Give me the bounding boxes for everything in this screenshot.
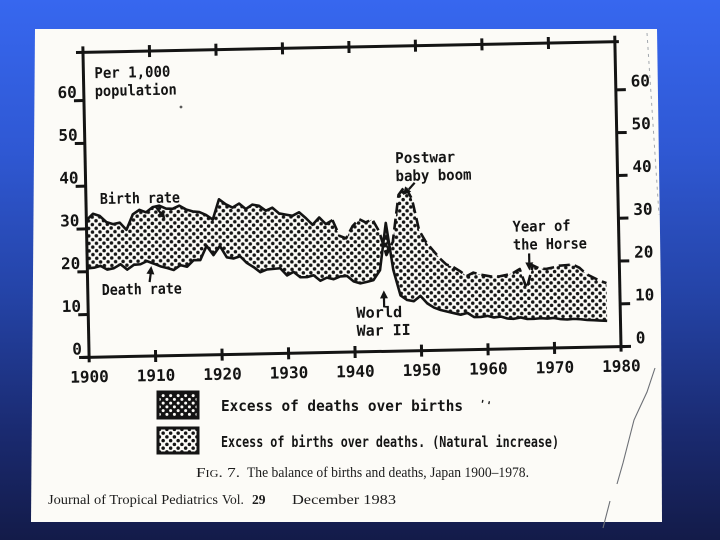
death-rate-arrowhead (146, 266, 155, 275)
x-tick-label: 1910 (137, 366, 176, 386)
y-tick-label-left: 50 (58, 125, 78, 144)
postwar-label-line1: Postwar (395, 148, 455, 167)
postwar-label-line2: baby boom (395, 166, 471, 186)
y-tick-label-left: 60 (57, 83, 77, 102)
chart: 1900 1910 1920 1930 1940 1950 1960 1970 1980 0 0 10… (57, 35, 655, 387)
y-tick-label-left: 20 (61, 254, 81, 273)
top-axis (75, 40, 619, 55)
y-tick-label-right: 0 (636, 328, 646, 347)
y-tick-label-left: 0 (72, 339, 82, 358)
bottom-axis (82, 345, 626, 359)
fig-number: Fig. 7. (196, 466, 240, 481)
area-natural-increase (86, 199, 384, 284)
y-tick-label-right: 40 (632, 157, 652, 176)
horse-label-line2: the Horse (513, 234, 587, 253)
birth-rate-arrowhead (157, 210, 166, 219)
figure-caption: The balance of births and deaths, Japan … (247, 465, 529, 481)
ww2-arrowhead (379, 290, 388, 299)
journal-name: Journal of Tropical Pediatrics (48, 492, 218, 507)
volume-number: 29 (252, 492, 266, 507)
birth-rate-arrow (154, 205, 163, 215)
horse-arrowhead (525, 262, 534, 271)
area-excess-deaths (383, 222, 390, 256)
ww2-label-line1: World (356, 303, 402, 322)
death-rate-label: Death rate (102, 279, 182, 299)
x-tick-label: 1920 (203, 364, 242, 384)
page-fold-line (602, 367, 656, 529)
x-tick-label: 1970 (535, 358, 574, 378)
scan-speck (179, 105, 183, 109)
volume-label: Vol. (222, 492, 244, 507)
right-axis (613, 35, 623, 352)
chart-plot-area: 1900 1910 1920 1930 1940 1950 1960 1970 1980 0 0 10… (57, 36, 655, 387)
y-tick-label-left: 30 (60, 211, 80, 230)
legend-label-excess-deaths: Excess of deaths over births (221, 397, 463, 415)
legend-label-natural-increase: Excess of births over deaths. (Natural i… (221, 433, 559, 451)
birth-rate-line-dashed (331, 184, 607, 290)
x-tick-label: 1980 (602, 356, 641, 376)
horse-label-line1: Year of (512, 217, 570, 236)
y-tick-label-left: 10 (62, 297, 82, 316)
y-tick-label-right: 20 (634, 242, 654, 261)
birth-rate-label: Birth rate (100, 188, 180, 208)
chart-title-line2: population (95, 80, 177, 100)
y-tick-label-right: 10 (635, 285, 655, 304)
area-natural-increase (389, 186, 608, 321)
y-tick-label-right: 50 (631, 114, 651, 133)
legend-swatch-natural-increase (156, 426, 200, 455)
x-tick-label: 1950 (402, 360, 441, 380)
ww2-label-line2: War II (356, 321, 410, 340)
legend-swatch-excess-deaths (156, 390, 200, 420)
postwar-arrowhead (402, 186, 412, 195)
left-axis (81, 46, 91, 363)
x-tick-label: 1960 (469, 359, 508, 379)
y-tick-label-right: 60 (630, 71, 650, 90)
y-tick-label-right: 30 (633, 200, 653, 219)
y-tick-label-left: 40 (59, 168, 79, 187)
x-tick-label: 1900 (70, 367, 109, 387)
death-rate-line (87, 221, 608, 323)
chart-title-line1: Per 1,000 (94, 63, 170, 83)
x-tick-label: 1940 (336, 362, 375, 382)
birth-rate-line (85, 197, 334, 232)
postwar-arrow (407, 182, 416, 191)
stray-mark: '' (477, 397, 493, 412)
page-edge-line (646, 32, 660, 216)
issue-date: December 1983 (292, 492, 396, 507)
x-tick-label: 1930 (270, 363, 309, 383)
